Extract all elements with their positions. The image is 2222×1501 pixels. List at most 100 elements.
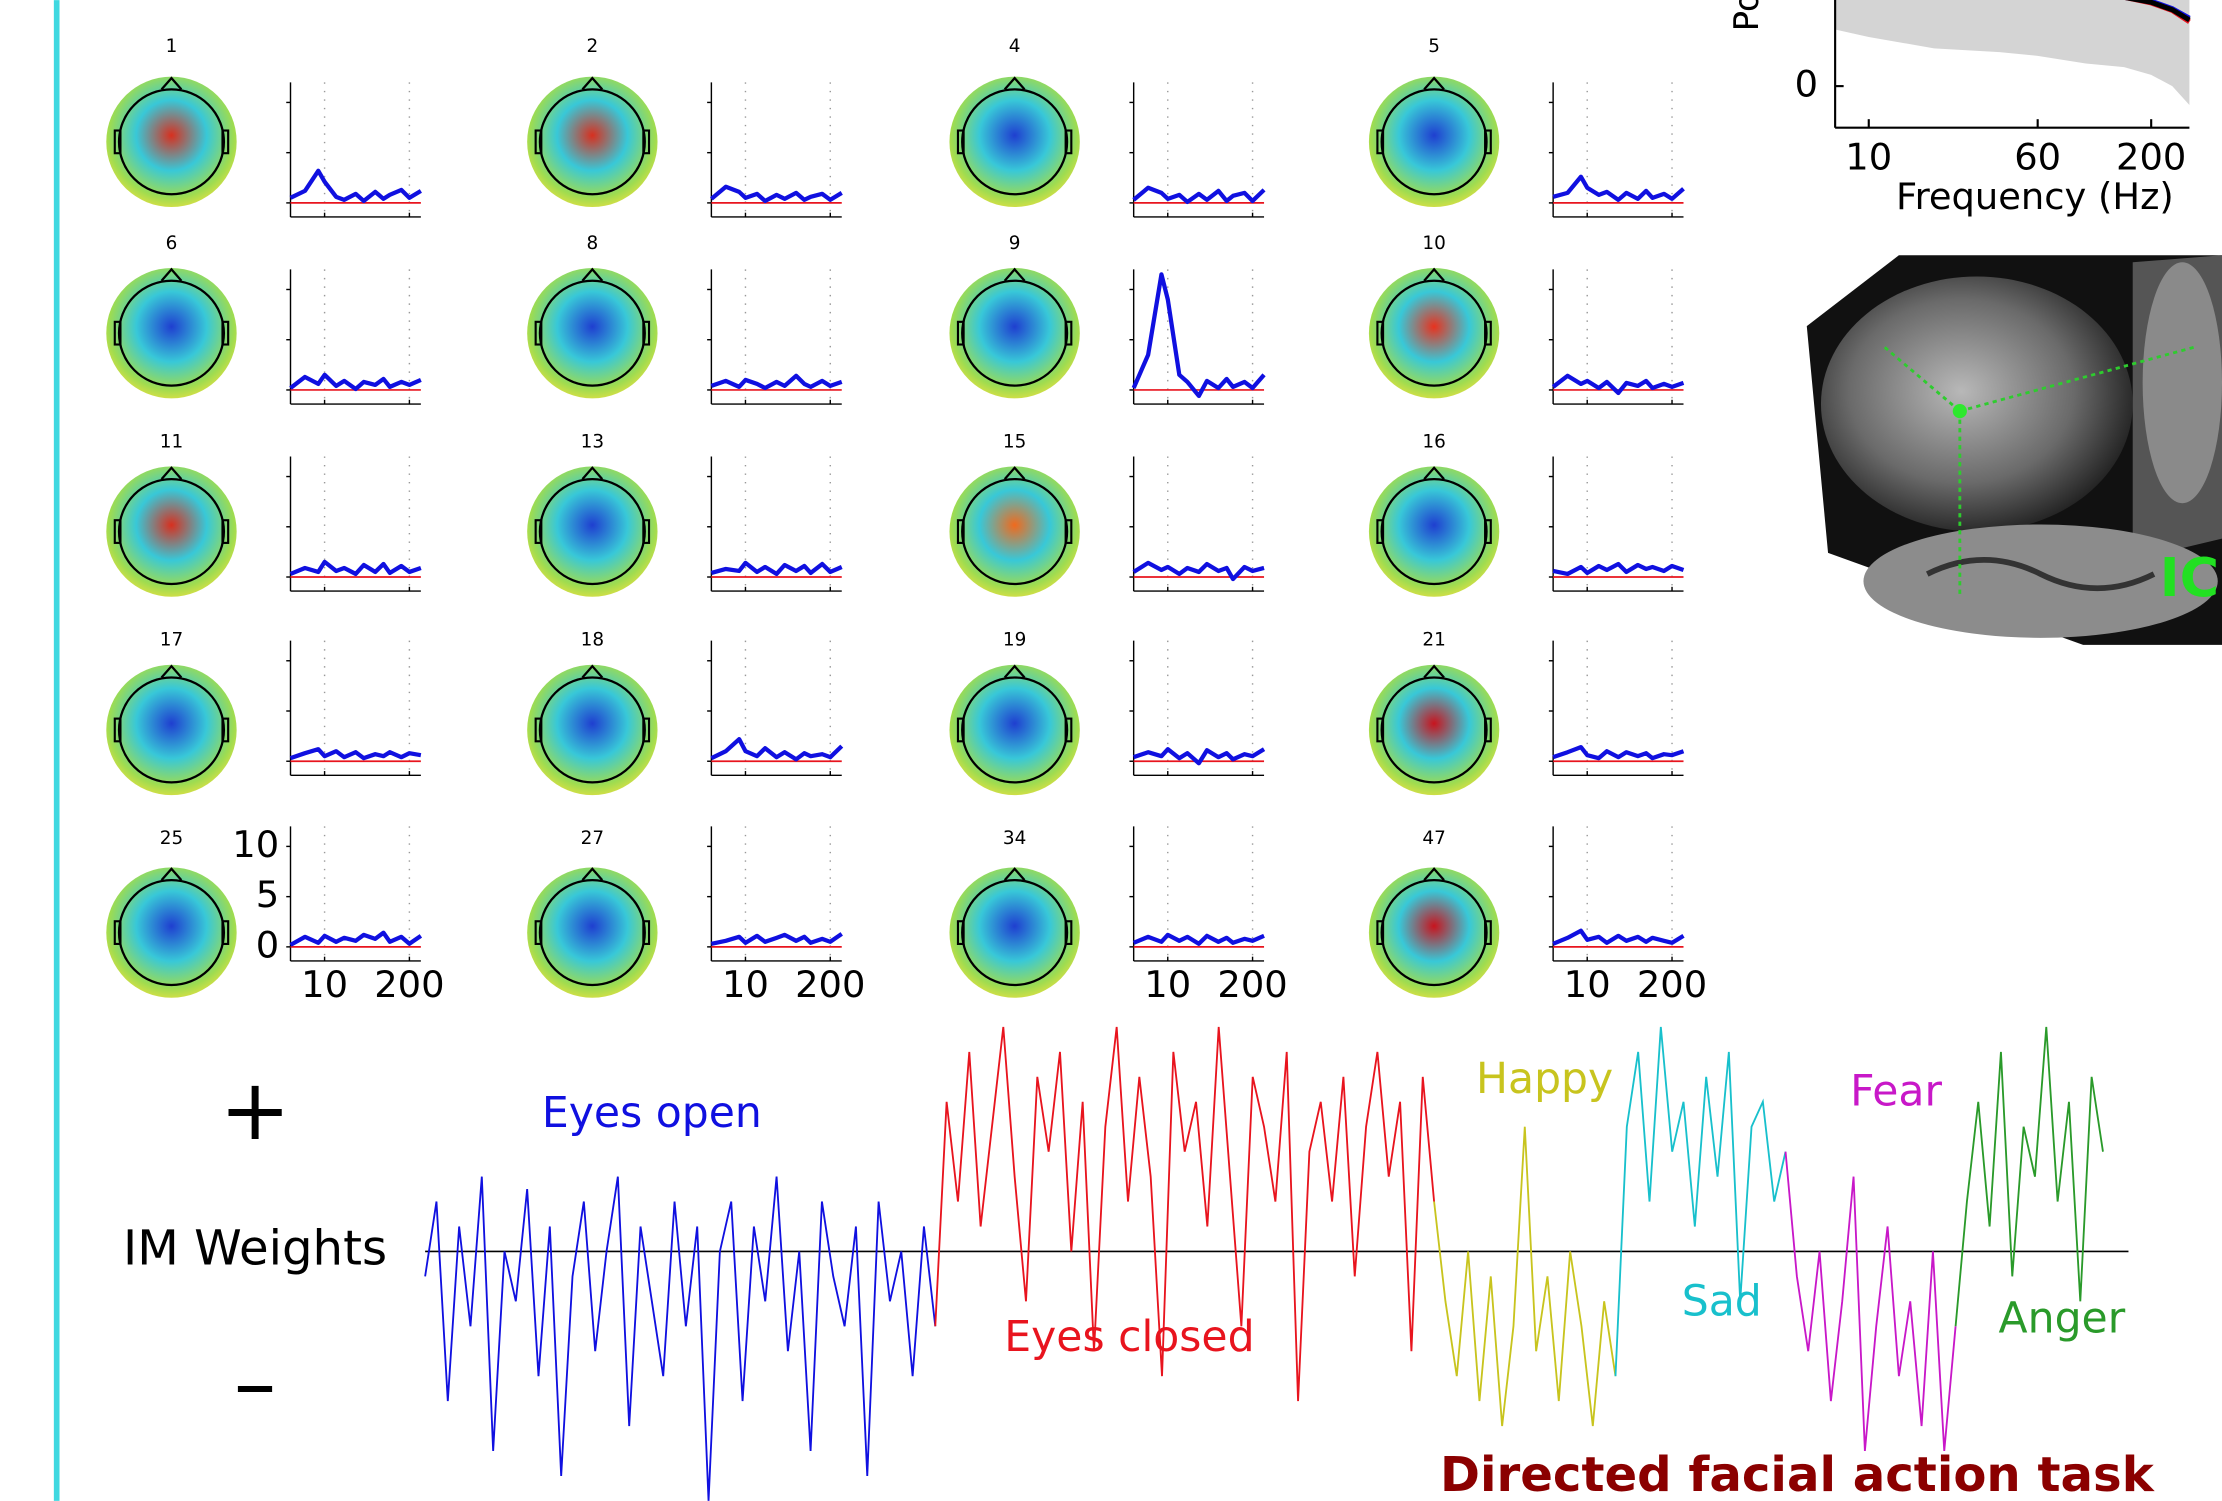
component-label: 5 (1428, 36, 1440, 57)
spectrum-line (291, 749, 421, 758)
spectrum-line (1553, 564, 1683, 574)
figure: IC 1245689101113151617181921251020005102… (0, 0, 2222, 1501)
component: 10 (1369, 233, 1684, 404)
topomap (949, 268, 1079, 398)
component-label: 27 (581, 828, 604, 849)
x-tick-label: 10 (722, 963, 769, 1006)
component-label: 11 (160, 431, 183, 452)
task-label: Directed facial action task (1440, 1447, 2155, 1501)
topomap (949, 867, 1079, 997)
component-label: 9 (1009, 233, 1021, 254)
x-tick-label: 200 (795, 963, 865, 1006)
component-label: 1 (166, 36, 178, 57)
brain-image: IC (1807, 255, 2222, 645)
x-tick-label: 200 (1637, 963, 1707, 1006)
spectrum-line (291, 562, 421, 574)
component: 11 (106, 431, 421, 596)
y-axis-label: IM Weights (123, 1220, 387, 1276)
band (1835, 0, 2189, 105)
spectrum-line (1134, 274, 1264, 396)
component: 13 (527, 431, 842, 596)
topomap (527, 665, 657, 795)
component: 8 (527, 233, 842, 404)
spectrum-line (1553, 931, 1683, 944)
component-label: 47 (1422, 828, 1445, 849)
x-tick-label: 10 (1845, 135, 1892, 178)
topomap (106, 665, 236, 795)
component: 9 (949, 233, 1264, 404)
component: 21 (1369, 630, 1684, 795)
ic-point (1953, 404, 1967, 418)
topomap (527, 77, 657, 207)
spectrum-line (711, 739, 841, 759)
component: 2 (527, 36, 842, 217)
component: 27 10 200 (527, 826, 865, 1006)
topomap (1369, 466, 1499, 596)
topomap (1369, 867, 1499, 997)
x-tick-label: 60 (2014, 135, 2061, 178)
topomap (949, 665, 1079, 795)
component: 1 (106, 36, 421, 217)
sagittal (1821, 276, 2133, 531)
segment-label: Anger (1999, 1294, 2126, 1343)
component-label: 21 (1422, 630, 1445, 651)
minus-sign: – (234, 1334, 277, 1433)
page: IC 1245689101113151617181921251020005102… (0, 0, 2222, 1501)
spectrum-line (711, 934, 841, 944)
spectrum-line (291, 375, 421, 389)
component-label: 4 (1009, 36, 1021, 57)
topomap (106, 268, 236, 398)
component: 18 (527, 630, 842, 795)
spectrum-line (711, 563, 841, 574)
segment-label: Eyes closed (1004, 1313, 1254, 1362)
spectrum-line (1134, 935, 1264, 944)
x-tick-label: 10 (1144, 963, 1191, 1006)
topomap (949, 466, 1079, 596)
component: 34 10 200 (949, 826, 1287, 1006)
component-label: 8 (586, 233, 598, 254)
spectrum-line (1134, 188, 1264, 202)
image-label: IC (2160, 546, 2220, 609)
topomap (1369, 268, 1499, 398)
component-label: 34 (1003, 828, 1026, 849)
component-label: 19 (1003, 630, 1026, 651)
component: 4 (949, 36, 1264, 217)
weight-trace (425, 1177, 935, 1501)
component-label: 18 (581, 630, 604, 651)
component-label: 2 (586, 36, 598, 57)
topomap (1369, 77, 1499, 207)
x-tick-label: 200 (1217, 963, 1287, 1006)
x-tick-label: 200 (374, 963, 444, 1006)
topomap (527, 466, 657, 596)
y-tick-label: 5 (256, 873, 279, 916)
y-tick-label: 0 (1795, 63, 1818, 106)
component-label: 16 (1422, 431, 1445, 452)
component-label: 13 (581, 431, 604, 452)
x-tick-label: 10 (301, 963, 348, 1006)
spectrum-line (1553, 177, 1683, 200)
topomap (527, 268, 657, 398)
segment-label: Happy (1476, 1055, 1613, 1104)
component: 6 (106, 233, 421, 404)
component-label: 17 (160, 630, 183, 651)
x-axis-label: Frequency (Hz) (1896, 175, 2174, 218)
component: 17 (106, 630, 421, 795)
weight-trace (1434, 1127, 1615, 1426)
y-tick-label: 0 (256, 923, 279, 966)
topomap (527, 867, 657, 997)
spectrum-line (1553, 747, 1683, 758)
spectrum-line (711, 187, 841, 201)
component-label: 10 (1422, 233, 1445, 254)
topomap (1369, 665, 1499, 795)
component: 15 (949, 431, 1264, 596)
plus-sign: + (219, 1061, 290, 1160)
y-axis-label: Po (1727, 0, 1767, 31)
topomap (949, 77, 1079, 207)
segment-label: Eyes open (542, 1089, 762, 1138)
segment-label: Fear (1850, 1068, 1942, 1117)
y-tick-label: 10 (232, 823, 279, 866)
